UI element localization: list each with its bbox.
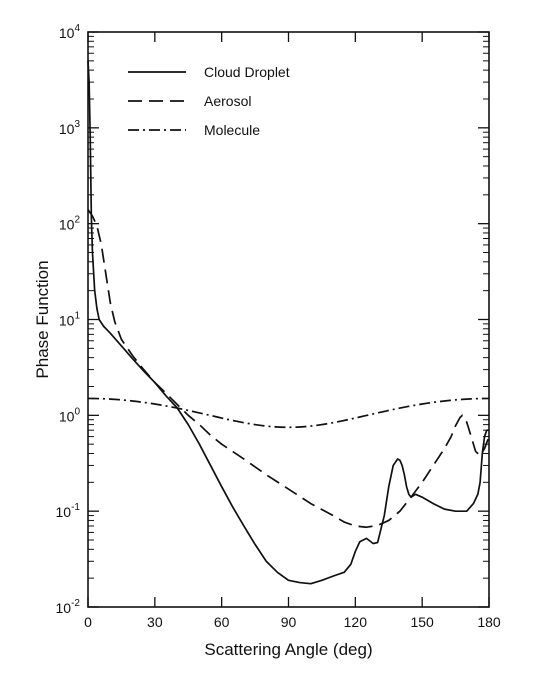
x-tick-label: 180 [477, 614, 501, 630]
x-tick-label: 0 [84, 614, 92, 630]
y-tick-label: 100 [59, 406, 81, 424]
x-tick-label: 60 [214, 614, 230, 630]
legend-label-molecule: Molecule [204, 122, 260, 138]
legend-label-cloud-droplet: Cloud Droplet [204, 64, 290, 80]
y-axis-title: Phase Function [33, 260, 52, 378]
x-tick-label: 30 [147, 614, 163, 630]
y-tick-label: 102 [59, 215, 81, 233]
series-line-molecule [87, 397, 490, 429]
series-line-cloud-droplet [87, 60, 489, 585]
y-tick-label: 104 [59, 23, 81, 41]
x-tick-label: 120 [344, 614, 368, 630]
x-axis-title: Scattering Angle (deg) [204, 640, 372, 659]
y-tick-label: 103 [59, 119, 81, 137]
y-tick-label: 101 [59, 311, 81, 329]
x-tick-label: 150 [410, 614, 434, 630]
x-axis-ticks: 0 30 60 90 120 150 180 [84, 32, 501, 630]
y-tick-label: 10-1 [56, 502, 81, 520]
x-tick-label: 90 [281, 614, 297, 630]
series-layer [87, 60, 490, 585]
legend: Cloud Droplet Aerosol Molecule [128, 64, 290, 138]
legend-label-aerosol: Aerosol [204, 93, 251, 109]
y-tick-label: 10-2 [56, 598, 81, 616]
y-axis-ticks: 10-2 10-1 100 101 102 103 104 [56, 23, 489, 616]
series-line-aerosol [87, 209, 490, 529]
